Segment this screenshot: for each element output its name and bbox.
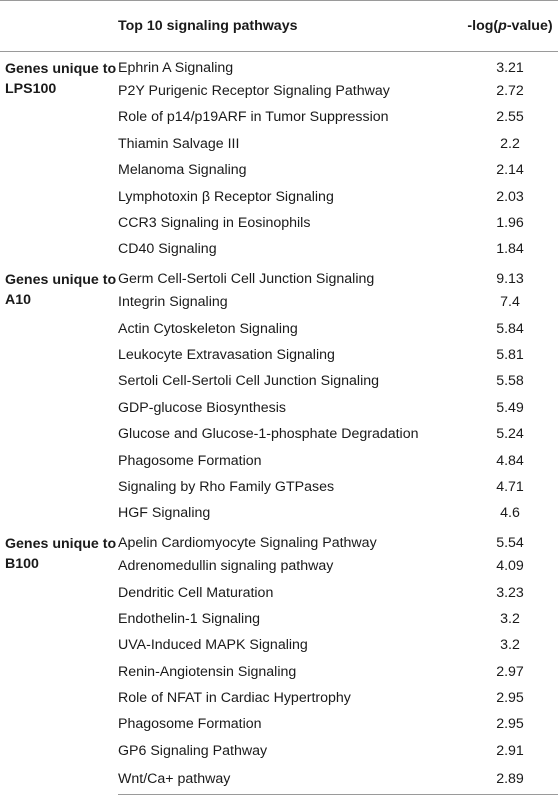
pathway-name-cell: CD40 Signaling	[118, 241, 217, 258]
table-row: Dendritic Cell Maturation 3.23	[0, 579, 558, 605]
log-p-value-cell: 2.03	[496, 188, 524, 205]
log-p-value-cell: 2.97	[496, 663, 524, 680]
table-row: Wnt/Ca+ pathway 2.89	[0, 764, 558, 795]
pathway-name-cell: Lymphotoxin β Receptor Signaling	[118, 188, 334, 205]
table-row: Actin Cytoskeleton Signaling 5.84	[0, 315, 558, 341]
log-p-value-cell: 4.09	[496, 558, 524, 575]
pathway-name-cell: Apelin Cardiomyocyte Signaling Pathway	[118, 534, 377, 551]
log-p-value-cell: 2.91	[496, 742, 524, 759]
header-value-suffix: -value)	[506, 18, 553, 34]
table-row: Role of p14/p19ARF in Tumor Suppression 2…	[0, 104, 558, 130]
table-row: Genes unique to B100 Apelin Cardiomyocyte…	[0, 527, 558, 572]
pathway-name-cell: Melanoma Signaling	[118, 162, 247, 179]
pathway-name-cell: P2Y Purigenic Receptor Signaling Pathway	[118, 83, 390, 100]
log-p-value-cell: 3.23	[496, 584, 524, 601]
pathway-name-cell: Role of p14/p19ARF in Tumor Suppression	[118, 109, 389, 126]
table-row: Role of NFAT in Cardiac Hypertrophy 2.95	[0, 685, 558, 711]
table-row: Signaling by Rho Family GTPases 4.71	[0, 474, 558, 500]
header-value-prefix: -log(	[467, 18, 499, 34]
table-row: Integrin Signaling 7.4	[0, 289, 558, 315]
table-row: Leukocyte Extravasation Signaling 5.81	[0, 342, 558, 368]
log-p-value-cell: 5.81	[496, 346, 524, 363]
pathway-name-cell: Wnt/Ca+ pathway	[118, 764, 462, 795]
pathway-name-cell: Renin-Angiotensin Signaling	[118, 663, 297, 680]
table-row: Lymphotoxin β Receptor Signaling 2.03	[0, 183, 558, 209]
table-row: UVA-Induced MAPK Signaling 3.2	[0, 632, 558, 658]
group-label: Genes unique to LPS100	[5, 61, 117, 97]
pathway-name-cell: Thiamin Salvage III	[118, 135, 240, 152]
pathway-name-cell: GDP-glucose Biosynthesis	[118, 399, 286, 416]
log-p-value-cell: 1.84	[496, 241, 524, 258]
log-p-value-cell: 2.95	[496, 716, 524, 733]
table-row: CD40 Signaling 1.84	[0, 236, 558, 262]
log-p-value-cell: 2.72	[496, 83, 524, 100]
table-row: CCR3 Signaling in Eosinophils 1.96	[0, 210, 558, 236]
table-row: Renin-Angiotensin Signaling 2.97	[0, 658, 558, 684]
pathway-name-cell: Adrenomedullin signaling pathway	[118, 558, 334, 575]
table-row: GP6 Signaling Pathway 2.91	[0, 738, 558, 764]
header-value-column: -log(p-value)	[462, 0, 558, 52]
log-p-value-cell: 4.84	[496, 452, 524, 469]
table-row: Phagosome Formation 2.95	[0, 711, 558, 737]
pathway-name-cell: Signaling by Rho Family GTPases	[118, 478, 335, 495]
pathway-name-cell: UVA-Induced MAPK Signaling	[118, 637, 308, 654]
pathway-name-cell: Role of NFAT in Cardiac Hypertrophy	[118, 690, 351, 707]
table-header: Top 10 signaling pathways -log(p-value)	[0, 0, 558, 52]
header-value-italic-p: p	[498, 18, 507, 34]
pathway-name-cell: CCR3 Signaling in Eosinophils	[118, 215, 311, 232]
table-row: Endothelin-1 Signaling 3.2	[0, 606, 558, 632]
group-label: Genes unique to B100	[5, 535, 117, 572]
table-row: Sertoli Cell-Sertoli Cell Junction Signa…	[0, 368, 558, 394]
group-label: Genes unique to A10	[5, 271, 117, 308]
group-a10: Genes unique to A10 Germ Cell-Sertoli Cel…	[0, 263, 558, 527]
log-p-value-cell: 5.24	[496, 426, 524, 443]
table-row: Phagosome Formation 4.84	[0, 447, 558, 473]
log-p-value-cell: 2.55	[496, 109, 524, 126]
log-p-value-cell: 4.71	[496, 478, 524, 495]
header-row: Top 10 signaling pathways -log(p-value)	[0, 0, 558, 52]
group-lps100: Genes unique to LPS100 Ephrin A Signaling…	[0, 52, 558, 263]
pathway-name-cell: GP6 Signaling Pathway	[118, 742, 268, 759]
log-p-value-cell: 5.49	[496, 399, 524, 416]
log-p-value-cell: 2.2	[500, 135, 520, 152]
log-p-value-cell: 7.4	[500, 294, 520, 311]
table-row: GDP-glucose Biosynthesis 5.49	[0, 395, 558, 421]
table-row: Adrenomedullin signaling pathway 4.09	[0, 553, 558, 579]
log-p-value-cell: 9.13	[496, 270, 524, 287]
log-p-value-cell: 5.58	[496, 373, 524, 390]
group-b100: Genes unique to B100 Apelin Cardiomyocyte…	[0, 527, 558, 795]
pathway-name-cell: Actin Cytoskeleton Signaling	[118, 320, 298, 337]
log-p-value-cell: 3.2	[500, 637, 520, 654]
pathway-name-cell: HGF Signaling	[118, 505, 211, 522]
log-p-value-cell: 2.95	[496, 690, 524, 707]
log-p-value-cell: 4.6	[500, 505, 520, 522]
log-p-value-cell: 5.84	[496, 320, 524, 337]
header-group-column	[0, 0, 118, 52]
log-p-value-cell: 3.21	[496, 59, 524, 76]
log-p-value-cell: 1.96	[496, 215, 524, 232]
pathway-name-cell: Glucose and Glucose-1-phosphate Degradat…	[118, 426, 419, 443]
table-row: Melanoma Signaling 2.14	[0, 157, 558, 183]
log-p-value-cell: 2.89	[462, 764, 558, 795]
table-row: Thiamin Salvage III 2.2	[0, 131, 558, 157]
pathway-name-cell: Dendritic Cell Maturation	[118, 584, 274, 601]
pathway-name-cell: Endothelin-1 Signaling	[118, 610, 260, 627]
pathway-name-cell: Phagosome Formation	[118, 452, 262, 469]
table-row: Genes unique to A10 Germ Cell-Sertoli Cel…	[0, 263, 558, 308]
log-p-value-cell: 2.14	[496, 162, 524, 179]
pathway-name-cell: Ephrin A Signaling	[118, 59, 234, 76]
table-row: Glucose and Glucose-1-phosphate Degradat…	[0, 421, 558, 447]
table-row: HGF Signaling 4.6	[0, 500, 558, 526]
pathway-name-cell: Sertoli Cell-Sertoli Cell Junction Signa…	[118, 373, 380, 390]
pathway-name-cell: Germ Cell-Sertoli Cell Junction Signalin…	[118, 270, 375, 287]
table-row: Genes unique to LPS100 Ephrin A Signaling…	[0, 52, 558, 97]
pathway-name-cell: Phagosome Formation	[118, 716, 262, 733]
header-pathway-column: Top 10 signaling pathways	[118, 0, 462, 52]
table-row: P2Y Purigenic Receptor Signaling Pathway…	[0, 78, 558, 104]
pathway-name-cell: Integrin Signaling	[118, 294, 228, 311]
log-p-value-cell: 3.2	[500, 610, 520, 627]
log-p-value-cell: 5.54	[496, 534, 524, 551]
pathway-name-cell: Leukocyte Extravasation Signaling	[118, 346, 335, 363]
